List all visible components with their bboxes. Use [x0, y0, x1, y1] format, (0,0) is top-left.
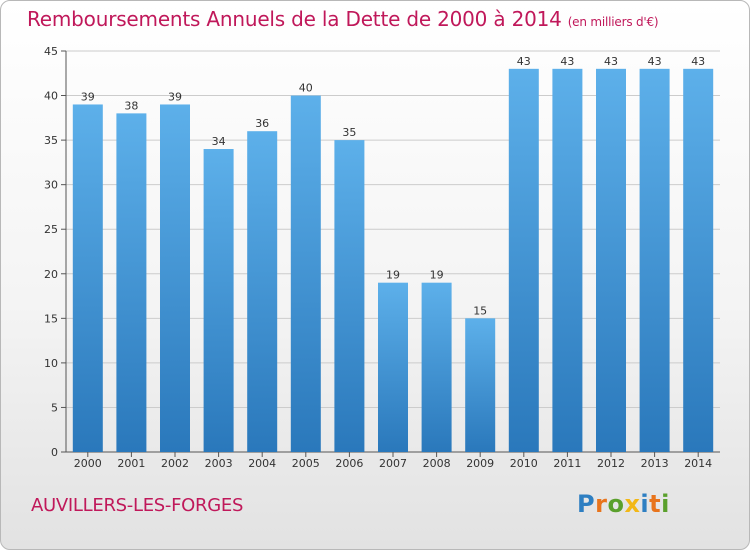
bar [160, 104, 190, 452]
bar [421, 282, 452, 452]
y-tick-label: 15 [44, 312, 58, 325]
y-tick-label: 30 [44, 179, 58, 192]
value-label: 19 [430, 269, 444, 282]
x-tick-label: 2005 [292, 457, 320, 470]
value-label: 40 [299, 82, 313, 95]
logo-letter: i [640, 490, 650, 518]
y-tick-label: 25 [44, 223, 58, 236]
chart-subtitle: (en milliers d'€) [567, 15, 659, 29]
y-tick-label: 40 [44, 90, 58, 103]
x-tick-label: 2014 [684, 457, 712, 470]
logo-letter: x [624, 490, 641, 518]
bar [116, 113, 147, 452]
bar [203, 149, 234, 452]
bar [639, 68, 670, 453]
value-label: 19 [386, 269, 400, 282]
proxiti-logo: Proxiti [577, 490, 670, 518]
value-label: 15 [473, 304, 487, 317]
bar [596, 68, 626, 453]
logo-letter: t [649, 490, 662, 518]
bar [72, 104, 103, 452]
bar [508, 68, 539, 453]
x-tick-label: 2003 [205, 457, 233, 470]
y-tick-label: 35 [44, 134, 58, 147]
value-label: 35 [342, 126, 356, 139]
x-tick-label: 2007 [379, 457, 407, 470]
value-label: 43 [517, 55, 531, 68]
value-label: 38 [124, 99, 138, 112]
bar [290, 95, 321, 453]
bar [552, 68, 583, 453]
value-label: 34 [212, 135, 226, 148]
y-tick-label: 45 [44, 45, 58, 58]
logo-letter: o [607, 490, 625, 518]
x-tick-label: 2004 [248, 457, 276, 470]
labels: 0 5 10 15 20 25 30 35 40 45 39 2000 38 2001 39 2002 34 20… [44, 45, 712, 470]
place-name: AUVILLERS-LES-FORGES [31, 495, 244, 516]
value-label: 36 [255, 117, 269, 130]
value-label: 43 [691, 55, 705, 68]
x-tick-label: 2008 [423, 457, 451, 470]
logo-letter: P [577, 490, 596, 518]
x-tick-label: 2009 [466, 457, 494, 470]
value-label: 43 [604, 55, 618, 68]
x-tick-label: 2012 [597, 457, 625, 470]
y-tick-label: 10 [44, 357, 58, 370]
bars [72, 68, 714, 453]
logo-letter: r [595, 490, 608, 518]
x-tick-label: 2006 [335, 457, 363, 470]
chart-title-text: Remboursements Annuels de la Dette de 20… [27, 7, 562, 31]
value-label: 39 [81, 90, 95, 103]
x-tick-label: 2000 [74, 457, 102, 470]
value-label: 39 [168, 90, 182, 103]
chart-title: Remboursements Annuels de la Dette de 20… [27, 7, 659, 31]
bar [247, 131, 278, 452]
bar [378, 282, 408, 452]
bar [465, 318, 496, 452]
x-tick-label: 2011 [553, 457, 581, 470]
y-tick-label: 5 [51, 401, 58, 414]
x-tick-label: 2001 [117, 457, 145, 470]
bar [683, 68, 714, 453]
x-tick-label: 2002 [161, 457, 189, 470]
logo-letter: i [661, 490, 670, 518]
y-tick-label: 20 [44, 268, 58, 281]
value-label: 43 [560, 55, 574, 68]
value-label: 43 [648, 55, 662, 68]
x-tick-label: 2010 [510, 457, 538, 470]
x-tick-label: 2013 [641, 457, 669, 470]
bar [334, 140, 365, 452]
y-tick-label: 0 [51, 446, 58, 459]
